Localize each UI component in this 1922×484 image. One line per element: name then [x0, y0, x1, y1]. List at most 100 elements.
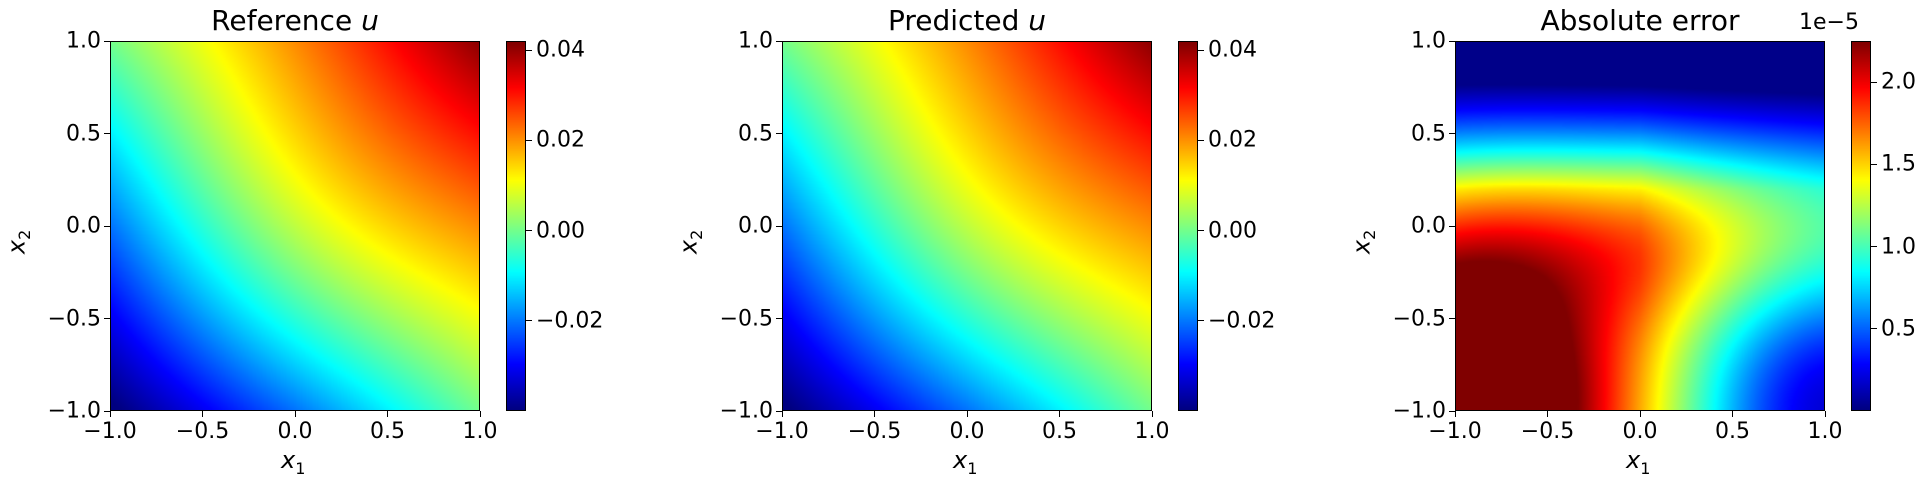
colorbar-tick-mark	[526, 230, 532, 231]
x-tick-mark	[479, 411, 481, 417]
colorbar-tick-label: 0.04	[536, 37, 585, 63]
colorbar-tick-mark	[1198, 230, 1204, 231]
y-tick-label: −0.5	[47, 306, 101, 331]
x-tick-label: 0.5	[1715, 419, 1750, 444]
y-axis-label: x2	[674, 229, 707, 255]
y-tick-label: −1.0	[1392, 398, 1446, 424]
panel-absolute-error: Absolute error −1.0 −0.5 0.0 0.5 1.0 −1.0 −0.…	[1345, 0, 1922, 484]
x-axis-label: x1	[953, 446, 978, 478]
y-tick-mark	[104, 40, 110, 42]
colorbar-tick-label: 0.04	[1208, 37, 1257, 63]
panel-title: Reference u	[211, 4, 379, 37]
x-tick-label: 0.0	[949, 419, 985, 444]
x-tick-mark	[1151, 411, 1153, 417]
x-tick-mark	[966, 411, 968, 417]
y-tick-mark	[1449, 133, 1455, 134]
y-tick-mark	[776, 225, 782, 227]
x-tick-mark	[109, 411, 111, 417]
heatmap-plot	[782, 41, 1152, 411]
colorbar-tick-mark	[526, 320, 532, 322]
title-text: Absolute error	[1540, 4, 1740, 37]
colorbar-tick-mark	[1871, 328, 1877, 330]
x-tick-label: 0.0	[1622, 419, 1658, 444]
colorbar-tick-label: 1.5	[1881, 151, 1916, 177]
x-tick-mark	[874, 411, 875, 417]
y-tick-label: −0.5	[719, 306, 773, 331]
colorbar-tick-label: 1.0	[1881, 234, 1916, 260]
x-tick-label: −1.0	[755, 419, 809, 444]
colorbar-tick-mark	[1198, 139, 1204, 141]
x-axis-label: x1	[281, 446, 306, 478]
colorbar-tick-label: 0.02	[536, 127, 585, 153]
y-tick-mark	[104, 133, 110, 134]
y-tick-mark	[1449, 410, 1455, 412]
y-tick-label: −1.0	[719, 398, 773, 424]
colorbar-tick-mark	[1871, 163, 1877, 165]
heatmap-canvas	[1456, 42, 1824, 410]
x-tick-mark	[1732, 411, 1733, 417]
colorbar	[506, 41, 526, 411]
colorbar-canvas	[1852, 42, 1870, 410]
y-tick-mark	[1449, 40, 1455, 42]
heatmap-canvas	[111, 42, 479, 410]
y-tick-mark	[776, 318, 782, 319]
x-tick-mark	[1454, 411, 1456, 417]
title-text: Reference	[211, 4, 362, 37]
x-tick-mark	[1824, 411, 1826, 417]
y-tick-mark	[1449, 318, 1455, 319]
y-tick-label: 0.5	[738, 121, 773, 146]
y-tick-mark	[1449, 225, 1455, 227]
colorbar-tick-label: 0.00	[1208, 218, 1257, 243]
panel-title: Predicted u	[888, 4, 1046, 37]
x-tick-label: −0.5	[175, 419, 230, 444]
panel-title: Absolute error	[1540, 4, 1739, 37]
colorbar-canvas	[1179, 42, 1197, 410]
x-tick-label: −0.5	[847, 419, 902, 444]
y-tick-label: 0.0	[738, 213, 773, 239]
colorbar-tick-mark	[1871, 246, 1877, 248]
colorbar-exponent: 1e−5	[1799, 10, 1859, 35]
colorbar-tick-label: −0.02	[1208, 308, 1276, 334]
colorbar	[1178, 41, 1198, 411]
y-tick-label: 1.0	[738, 28, 773, 54]
x-tick-label: −1.0	[1428, 419, 1482, 444]
x-tick-label: −1.0	[83, 419, 137, 444]
title-text: Predicted	[887, 4, 1029, 37]
y-tick-mark	[104, 225, 110, 227]
x-tick-mark	[1059, 411, 1060, 417]
y-tick-label: 0.0	[1411, 213, 1446, 239]
colorbar-tick-mark	[1871, 81, 1877, 83]
y-tick-mark	[776, 133, 782, 134]
panel-predicted: Predicted u −1.0 −0.5 0.0 0.5 1.0 −1.0 −0.5 0.…	[672, 0, 1312, 484]
x-tick-label: 0.5	[370, 419, 405, 444]
y-tick-label: 0.5	[1411, 121, 1446, 146]
colorbar-tick-label: 0.5	[1881, 316, 1916, 342]
y-tick-label: 1.0	[1411, 28, 1446, 54]
x-tick-mark	[294, 411, 296, 417]
colorbar-tick-label: 2.0	[1881, 69, 1916, 95]
y-axis-label: x2	[2, 229, 35, 255]
y-tick-mark	[776, 410, 782, 412]
x-tick-label: 1.0	[462, 419, 498, 444]
y-tick-mark	[104, 318, 110, 319]
colorbar-canvas	[507, 42, 525, 410]
colorbar	[1851, 41, 1871, 411]
x-tick-mark	[781, 411, 783, 417]
x-tick-label: 1.0	[1807, 419, 1843, 444]
y-tick-label: 0.5	[66, 121, 101, 146]
colorbar-tick-mark	[526, 49, 532, 51]
colorbar-tick-mark	[1198, 320, 1204, 322]
y-tick-label: −1.0	[47, 398, 101, 424]
x-tick-label: 0.0	[277, 419, 313, 444]
x-tick-mark	[202, 411, 203, 417]
title-variable: u	[361, 4, 379, 37]
y-tick-mark	[104, 410, 110, 412]
x-tick-mark	[387, 411, 388, 417]
heatmap-plot	[110, 41, 480, 411]
colorbar-tick-label: 0.00	[536, 218, 585, 243]
heatmap-canvas	[783, 42, 1151, 410]
y-tick-label: 1.0	[66, 28, 101, 54]
x-tick-mark	[1547, 411, 1548, 417]
y-tick-label: −0.5	[1392, 306, 1446, 331]
